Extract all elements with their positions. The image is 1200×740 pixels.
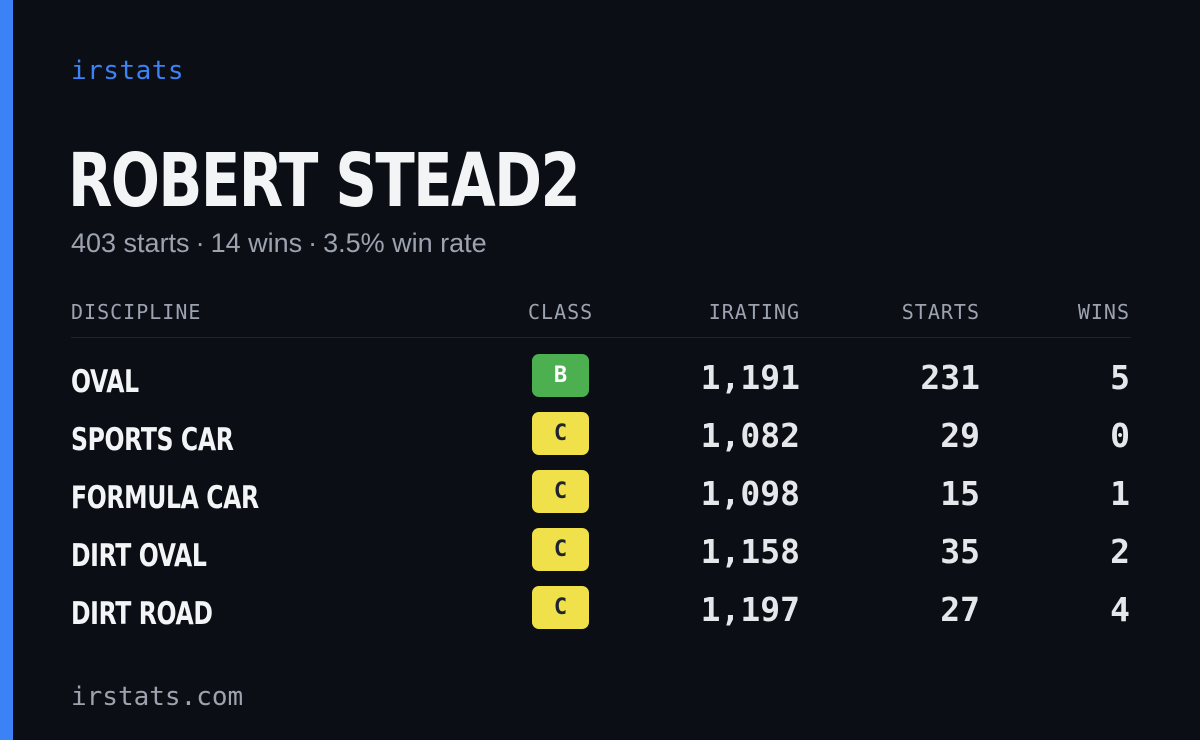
- irating-value: 1,082: [700, 416, 800, 455]
- starts-value: 29: [940, 416, 980, 455]
- discipline-name: DIRT OVAL: [71, 538, 207, 574]
- header-discipline: DISCIPLINE: [71, 300, 202, 324]
- brand-logo-text: irstats: [71, 56, 185, 86]
- table-header: DISCIPLINE CLASS IRATING STARTS WINS: [71, 300, 1131, 338]
- separator: ·: [195, 228, 205, 258]
- wins-value: 5: [1110, 358, 1130, 397]
- irating-value: 1,158: [700, 532, 800, 571]
- separator: ·: [308, 228, 318, 258]
- wins-value: 2: [1110, 532, 1130, 571]
- table-row: DIRT ROAD C 1,197 27 4: [71, 586, 1131, 644]
- class-badge: C: [532, 412, 589, 455]
- class-badge: C: [532, 586, 589, 629]
- class-badge: B: [532, 354, 589, 397]
- total-wins: 14 wins: [210, 228, 303, 258]
- discipline-name: SPORTS CAR: [71, 422, 234, 458]
- table-row: DIRT OVAL C 1,158 35 2: [71, 528, 1131, 586]
- starts-value: 231: [920, 358, 980, 397]
- starts-value: 27: [940, 590, 980, 629]
- header-irating: IRATING: [708, 300, 800, 324]
- total-starts: 403 starts: [71, 228, 190, 258]
- class-badge: C: [532, 528, 589, 571]
- wins-value: 4: [1110, 590, 1130, 629]
- irating-value: 1,197: [700, 590, 800, 629]
- table-row: OVAL B 1,191 231 5: [71, 354, 1131, 412]
- driver-summary: 403 starts · 14 wins · 3.5% win rate: [71, 228, 487, 259]
- header-starts: STARTS: [901, 300, 980, 324]
- accent-bar: [0, 0, 13, 740]
- wins-value: 0: [1110, 416, 1130, 455]
- driver-name: ROBERT STEAD2: [68, 138, 581, 224]
- discipline-name: FORMULA CAR: [71, 480, 259, 516]
- header-class: CLASS: [528, 300, 594, 324]
- discipline-name: DIRT ROAD: [71, 596, 213, 632]
- class-badge: C: [532, 470, 589, 513]
- win-rate: 3.5% win rate: [323, 228, 487, 258]
- irating-value: 1,191: [700, 358, 800, 397]
- irating-value: 1,098: [700, 474, 800, 513]
- starts-value: 35: [940, 532, 980, 571]
- wins-value: 1: [1110, 474, 1130, 513]
- starts-value: 15: [940, 474, 980, 513]
- discipline-name: OVAL: [71, 364, 139, 400]
- table-row: FORMULA CAR C 1,098 15 1: [71, 470, 1131, 528]
- footer-url: irstats.com: [71, 682, 244, 712]
- table-row: SPORTS CAR C 1,082 29 0: [71, 412, 1131, 470]
- header-wins: WINS: [1077, 300, 1130, 324]
